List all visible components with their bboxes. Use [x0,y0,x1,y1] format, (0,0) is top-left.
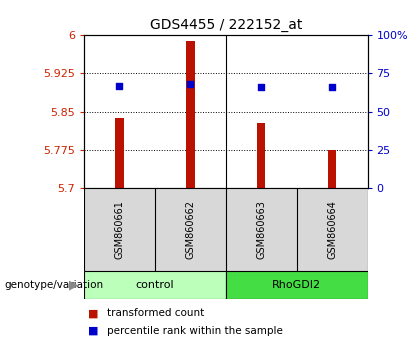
Bar [226,271,368,299]
Title: GDS4455 / 222152_at: GDS4455 / 222152_at [150,18,302,32]
Text: ■: ■ [88,326,99,336]
Bar [328,149,336,188]
Point [329,84,336,90]
Bar [84,271,226,299]
Point [258,84,265,90]
Bar [257,123,265,188]
Text: RhoGDI2: RhoGDI2 [272,280,321,290]
Text: GSM860661: GSM860661 [114,200,124,259]
Text: percentile rank within the sample: percentile rank within the sample [107,326,283,336]
Text: GSM860662: GSM860662 [185,200,195,259]
Text: control: control [136,280,174,290]
Point [187,81,194,87]
Text: ■: ■ [88,308,99,318]
Text: transformed count: transformed count [107,308,205,318]
Text: genotype/variation: genotype/variation [4,280,103,290]
Text: GSM860664: GSM860664 [327,200,337,259]
Bar [186,41,194,188]
Bar [115,118,124,188]
Text: ▶: ▶ [69,279,78,291]
Text: GSM860663: GSM860663 [256,200,266,259]
Point [116,83,123,88]
